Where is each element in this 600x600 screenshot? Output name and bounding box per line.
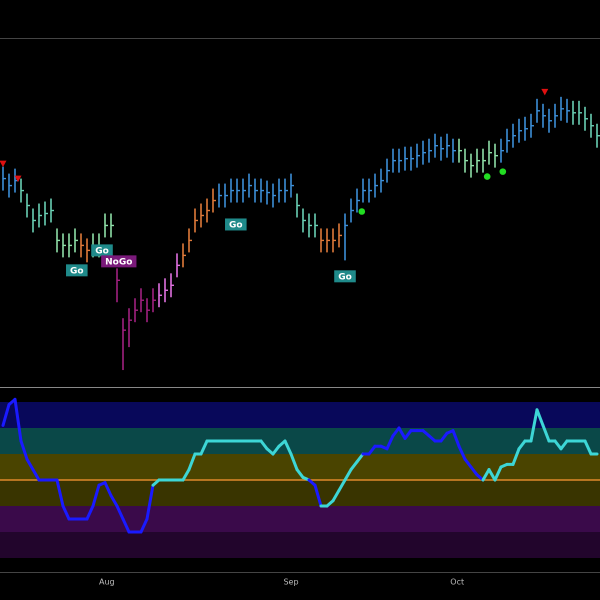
oscillator-segment <box>529 408 539 443</box>
annotation-label: Go <box>70 266 84 276</box>
x-tick-label: Oct <box>450 578 464 587</box>
oscillator-segment <box>451 429 461 448</box>
annotation-label: NoGo <box>105 257 132 267</box>
oscillator-segment <box>283 439 293 456</box>
oscillator-segment <box>349 460 359 472</box>
signal-dot <box>499 168 507 175</box>
oscillator-segment <box>187 452 197 472</box>
oscillator-band <box>0 506 600 532</box>
x-tick-label: Aug <box>99 578 115 587</box>
oscillator-segment <box>25 457 35 472</box>
oscillator-segment <box>259 439 269 451</box>
oscillator-band <box>0 532 600 558</box>
oscillator-segment <box>511 447 521 466</box>
annotation-box <box>225 218 247 231</box>
annotation-box <box>91 244 113 257</box>
oscillator-segment <box>391 426 401 438</box>
oscillator-segment <box>85 504 95 521</box>
signal-triangle <box>541 88 549 96</box>
oscillator-segment <box>559 439 569 451</box>
oscillator-segment <box>367 444 377 456</box>
oscillator-segment <box>403 429 413 440</box>
oscillator-segment <box>463 457 473 469</box>
oscillator-segment <box>493 465 503 482</box>
oscillator-segment <box>1 403 11 427</box>
x-tick-label: Sep <box>283 578 298 587</box>
oscillator-segment <box>541 423 551 443</box>
oscillator-segment <box>343 468 353 482</box>
signal-dot <box>358 208 366 215</box>
oscillator-band <box>0 454 600 480</box>
oscillator-segment <box>13 397 23 443</box>
oscillator-segment <box>487 468 497 482</box>
oscillator-segment <box>313 483 323 508</box>
oscillator-segment <box>481 468 491 482</box>
annotation-box <box>101 255 137 268</box>
oscillator-band <box>0 402 600 428</box>
oscillator-segment <box>103 481 113 498</box>
annotation-box <box>66 264 88 277</box>
oscillator-segment <box>535 408 545 427</box>
signal-triangle <box>0 160 7 168</box>
oscillator-band <box>0 428 600 454</box>
oscillator-segment <box>355 452 365 464</box>
oscillator-segment <box>337 478 347 492</box>
oscillator-segment <box>295 468 305 479</box>
annotation-label: Go <box>95 246 109 256</box>
oscillator-segment <box>397 426 407 440</box>
signal-dot <box>483 173 491 180</box>
signal-triangle <box>14 175 22 183</box>
oscillator-segment <box>469 465 479 477</box>
oscillator-segment <box>517 439 527 451</box>
oscillator-segment <box>31 468 41 482</box>
oscillator-segment <box>19 439 29 461</box>
oscillator-segment <box>145 483 155 521</box>
oscillator-segment <box>457 444 467 461</box>
oscillator-segment <box>115 504 125 521</box>
oscillator-band <box>0 480 600 506</box>
oscillator-segment <box>271 444 281 456</box>
oscillator-segment <box>139 517 149 534</box>
oscillator-segment <box>553 439 563 451</box>
oscillator-segment <box>91 483 101 508</box>
oscillator-segment <box>181 468 191 482</box>
annotation-box <box>334 270 356 283</box>
oscillator-segment <box>121 517 131 534</box>
annotation-label: Go <box>338 272 352 282</box>
oscillator-segment <box>385 434 395 451</box>
oscillator-segment <box>109 494 119 508</box>
annotation-label: Go <box>229 220 243 230</box>
oscillator-segment <box>199 439 209 456</box>
oscillator-segment <box>331 488 341 503</box>
oscillator-segment <box>289 452 299 472</box>
oscillator-segment <box>61 504 71 521</box>
oscillator-segment <box>583 439 593 456</box>
oscillator-segment <box>439 431 449 443</box>
oscillator-segment <box>55 478 65 508</box>
